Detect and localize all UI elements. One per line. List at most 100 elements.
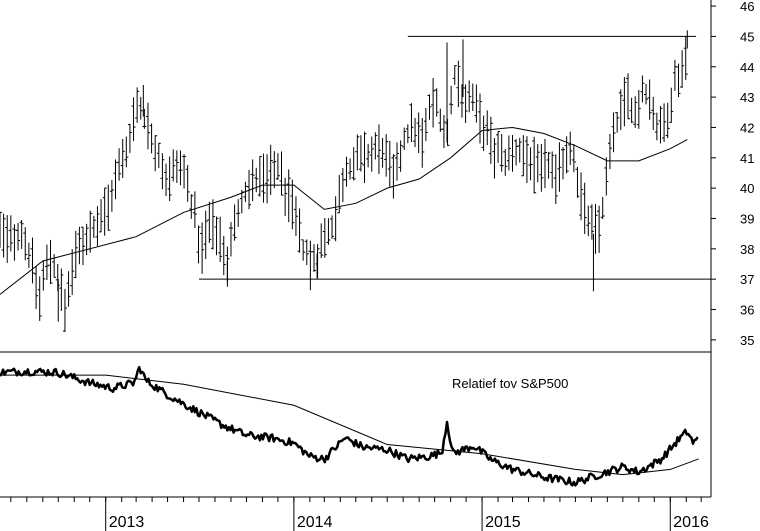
y-tick-label: 38 [740, 242, 754, 257]
price-bar [524, 136, 529, 183]
price-bar [597, 205, 602, 253]
x-tick-label: 2016 [673, 514, 709, 531]
price-bar [70, 249, 75, 295]
price-bar [77, 226, 82, 265]
y-tick-label: 35 [740, 333, 754, 348]
price-bar [445, 119, 450, 146]
price-bar [427, 94, 432, 120]
price-bar [391, 154, 396, 199]
price-panel [0, 30, 711, 332]
price-bar [662, 103, 667, 142]
price-bar [633, 96, 638, 128]
price-bar [200, 222, 205, 274]
price-bar [607, 133, 612, 170]
price-bar [488, 116, 493, 164]
price-bar [474, 84, 479, 123]
price-bar [532, 136, 537, 194]
price-bar [579, 172, 584, 221]
price-bar [228, 222, 233, 257]
price-bar [636, 89, 641, 129]
y-tick-label: 43 [740, 90, 754, 105]
price-bar [449, 85, 454, 115]
price-bar [625, 73, 630, 120]
price-bars [0, 30, 688, 332]
price-bar [167, 156, 172, 201]
price-bar [8, 215, 13, 252]
price-bar [37, 276, 42, 321]
price-bar [174, 150, 179, 184]
price-bar [348, 158, 353, 180]
price-bar [30, 237, 35, 284]
price-bar [19, 219, 24, 249]
price-bar [182, 154, 187, 189]
price-bar [586, 205, 591, 237]
price-bar [344, 156, 349, 187]
price-bar [546, 151, 551, 179]
price-bar [192, 191, 197, 228]
price-bar [647, 79, 652, 120]
price-bar [272, 151, 277, 189]
price-bar [423, 107, 428, 141]
price-bar [178, 150, 183, 186]
price-bar [369, 136, 374, 172]
price-bar [611, 112, 616, 153]
price-bar [326, 218, 331, 245]
price-bar [510, 135, 515, 172]
price-bar [366, 143, 371, 168]
price-bar [492, 138, 497, 179]
price-bar [171, 149, 176, 182]
price-bar [680, 50, 685, 88]
price-bar [62, 288, 67, 332]
price-bar [301, 239, 306, 261]
price-bar [485, 110, 490, 146]
price-bar [279, 151, 284, 196]
price-bar [113, 159, 118, 200]
x-axis: 2013 2014 2015 2016 [10, 497, 709, 531]
price-bar [380, 137, 385, 168]
price-bar [496, 130, 501, 163]
price-bar [250, 159, 255, 202]
price-bar [416, 112, 421, 154]
price-bar [221, 235, 226, 276]
price-bar [452, 65, 457, 85]
price-bar [459, 84, 464, 118]
relative-strength-line [0, 365, 699, 487]
relative-moving-average [0, 374, 699, 476]
y-tick-label: 40 [740, 181, 754, 196]
y-tick-label: 42 [740, 120, 754, 135]
price-bar [319, 223, 324, 259]
price-bar [333, 196, 338, 242]
price-bar [589, 204, 594, 240]
price-bar [142, 108, 147, 129]
price-bar [615, 112, 620, 133]
price-bar [247, 169, 252, 210]
price-bar [164, 163, 169, 197]
price-bar [275, 153, 280, 181]
price-bar [456, 60, 461, 108]
price-bar [59, 268, 64, 311]
price-bar [131, 97, 136, 142]
price-bar [431, 77, 436, 128]
price-bar [622, 76, 627, 127]
price-bar [297, 208, 302, 253]
price-bar [654, 112, 659, 141]
price-bar [268, 144, 273, 195]
price-bar [467, 80, 472, 113]
relative-panel: Relatief tov S&P500 [0, 365, 699, 487]
relative-annotation: Relatief tov S&P500 [452, 376, 568, 391]
price-bar [669, 87, 674, 123]
price-bar [470, 83, 475, 112]
y-tick-label: 39 [740, 211, 754, 226]
price-bar [196, 225, 201, 264]
price-bar [1, 213, 6, 258]
price-bar [5, 215, 10, 263]
price-bar [203, 210, 208, 260]
price-bar [293, 196, 298, 236]
y-tick-label: 44 [740, 60, 754, 75]
price-bar [629, 97, 634, 124]
price-bar [351, 147, 356, 181]
price-bar [528, 147, 533, 181]
price-bar [308, 240, 313, 291]
price-bar [405, 124, 410, 144]
price-bar [210, 199, 215, 250]
